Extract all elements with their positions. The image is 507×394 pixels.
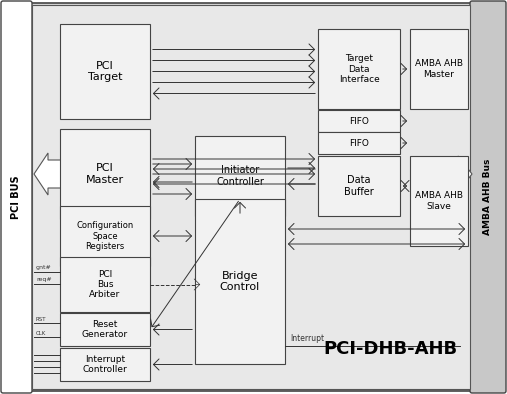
FancyBboxPatch shape xyxy=(470,1,506,393)
Text: PCI BUS: PCI BUS xyxy=(11,175,21,219)
Text: Initiator
Controller: Initiator Controller xyxy=(216,165,264,187)
Text: AMBA AHB
Slave: AMBA AHB Slave xyxy=(415,191,463,211)
Bar xyxy=(195,136,285,216)
Text: Bridge
Control: Bridge Control xyxy=(220,271,260,292)
Bar xyxy=(195,199,285,364)
Text: FIFO: FIFO xyxy=(349,139,369,147)
Bar xyxy=(30,3,472,391)
Text: Reset
Generator: Reset Generator xyxy=(82,320,128,339)
Text: RST: RST xyxy=(36,317,47,322)
Text: Interrupt: Interrupt xyxy=(290,334,324,343)
Text: PCI
Target: PCI Target xyxy=(88,61,122,82)
Text: CLK: CLK xyxy=(36,331,46,336)
FancyArrow shape xyxy=(34,153,72,195)
Bar xyxy=(32,5,470,389)
Bar xyxy=(318,132,400,154)
Bar xyxy=(60,206,150,266)
FancyArrow shape xyxy=(440,156,472,192)
Text: Configuration
Space
Registers: Configuration Space Registers xyxy=(77,221,134,251)
Text: Target
Data
Interface: Target Data Interface xyxy=(339,54,379,84)
Text: PCI
Bus
Arbiter: PCI Bus Arbiter xyxy=(89,269,121,299)
Text: AMBA AHB
Master: AMBA AHB Master xyxy=(415,59,463,79)
Text: Data
Buffer: Data Buffer xyxy=(344,175,374,197)
Bar xyxy=(60,348,150,381)
Text: gnt#: gnt# xyxy=(36,265,52,270)
Bar xyxy=(60,257,150,312)
Text: PCI-DHB-AHB: PCI-DHB-AHB xyxy=(323,340,457,358)
Bar xyxy=(60,313,150,346)
Bar xyxy=(60,24,150,119)
FancyBboxPatch shape xyxy=(1,1,32,393)
Text: AMBA AHB Bus: AMBA AHB Bus xyxy=(484,159,492,235)
Text: req#: req# xyxy=(36,277,52,282)
Text: PCI
Master: PCI Master xyxy=(86,163,124,185)
Bar xyxy=(318,110,400,132)
Bar xyxy=(410,29,468,109)
Text: FIFO: FIFO xyxy=(349,117,369,126)
Text: Interrupt
Controller: Interrupt Controller xyxy=(83,355,127,374)
Bar xyxy=(318,156,400,216)
Bar xyxy=(410,156,468,246)
Bar xyxy=(60,129,150,219)
Bar xyxy=(318,29,400,109)
